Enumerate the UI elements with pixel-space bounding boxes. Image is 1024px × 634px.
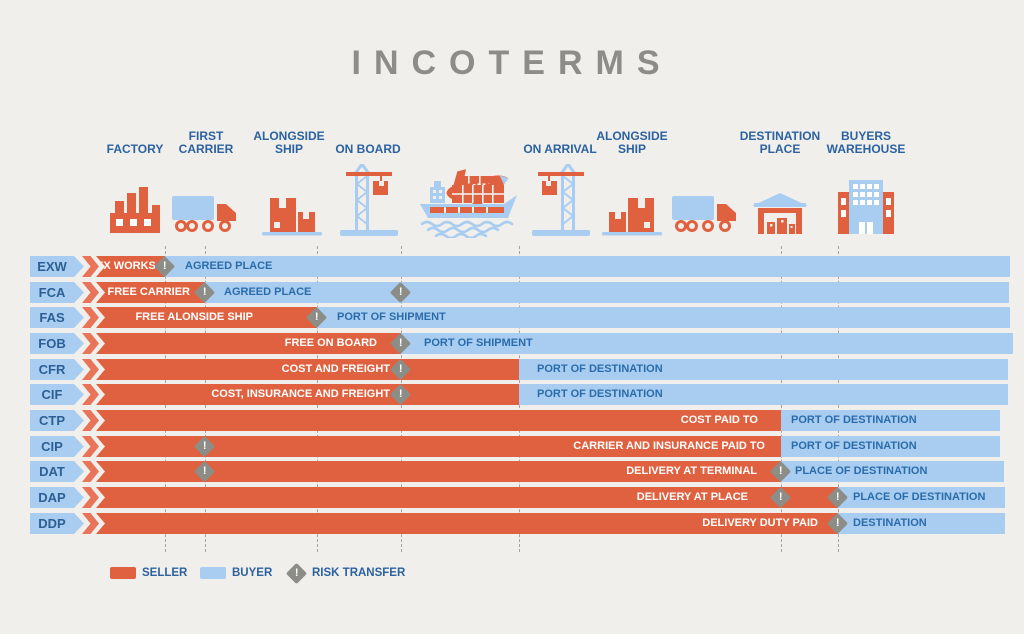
legend-buyer-swatch (200, 567, 226, 579)
seller-bar: DELIVERY DUTY PAID (96, 513, 838, 534)
column-header-first-carrier: FIRST CARRIER (178, 129, 234, 156)
page-title: INCOTERMS (351, 44, 673, 82)
row-label-chip: CIP (30, 436, 84, 457)
legend-risk-label: RISK TRANSFER (312, 567, 406, 579)
seller-bar: COST PAID TO (96, 410, 781, 431)
chevron-icon (82, 359, 99, 380)
warehouse-icon (752, 193, 808, 234)
seller-bar: COST AND FREIGHT (96, 359, 519, 380)
seller-bar: COST, INSURANCE AND FREIGHT (96, 384, 519, 405)
crane-icon (340, 164, 398, 236)
buyer-bar: PLACE OF DESTINATION (781, 461, 1004, 482)
column-header-on-board: ON BOARD (335, 142, 401, 156)
chevron-icon (82, 487, 99, 508)
row-label-chip: FOB (30, 333, 84, 354)
incoterm-row-cip: CIP PORT OF DESTINATION CARRIER AND INSU… (0, 435, 1024, 458)
row-code: DAT (39, 464, 65, 479)
seller-bar: DELIVERY AT PLACE (96, 487, 838, 508)
buyer-bar: DESTINATION (838, 513, 1005, 534)
row-label-chip: CIF (30, 384, 84, 405)
row-code: CIP (41, 439, 63, 454)
buyer-bar: PORT OF SHIPMENT (401, 333, 1013, 354)
factory-icon (110, 187, 160, 233)
row-label-chip: EXW (30, 256, 84, 277)
incoterm-row-dat: DAT PLACE OF DESTINATION DELIVERY AT TER… (0, 460, 1024, 483)
incoterm-row-exw: EXW AGREED PLACE EX WORKS ! (0, 255, 1024, 278)
row-label-chip: FCA (30, 282, 84, 303)
chevron-icon (82, 384, 99, 405)
row-label-chip: DAT (30, 461, 84, 482)
incoterm-row-fob: FOB PORT OF SHIPMENT FREE ON BOARD ! (0, 332, 1024, 355)
legend-seller-label: SELLER (142, 567, 188, 579)
seller-bar: EX WORKS (96, 256, 165, 277)
seller-bar: CARRIER AND INSURANCE PAID TO (96, 436, 781, 457)
chevron-icon (82, 461, 99, 482)
row-code: CIF (41, 387, 63, 402)
building-icon (838, 180, 894, 234)
row-label-chip: CFR (30, 359, 84, 380)
seller-bar: FREE ON BOARD (96, 333, 401, 354)
boxes-icon (262, 198, 322, 236)
chevron-icon (82, 307, 99, 328)
truck-icon (672, 196, 736, 232)
seller-bar: FREE ALONSIDE SHIP (96, 307, 317, 328)
column-header-destination-place: DESTINATION PLACE (739, 129, 821, 156)
incoterm-row-ddp: DDP DESTINATION DELIVERY DUTY PAID ! (0, 512, 1024, 535)
row-code: DDP (38, 516, 66, 531)
chevron-icon (82, 256, 99, 277)
seller-bar: DELIVERY AT TERMINAL (96, 461, 781, 482)
column-header-alongside-ship: ALONGSIDE SHIP (253, 129, 325, 156)
row-code: EXW (37, 259, 67, 274)
incoterm-row-ctp: CTP PORT OF DESTINATION COST PAID TO (0, 410, 1024, 431)
incoterm-row-dap: DAP PLACE OF DESTINATION DELIVERY AT PLA… (0, 486, 1024, 509)
row-label-chip: CTP (30, 410, 84, 431)
column-header-on-arrival: ON ARRIVAL (523, 142, 597, 156)
legend-seller-swatch (110, 567, 136, 579)
incoterm-row-fca: FCA AGREED PLACE FREE CARRIER ! ! (0, 281, 1024, 304)
incoterm-row-cfr: CFR PORT OF DESTINATION COST AND FREIGHT… (0, 358, 1024, 381)
buyer-bar: PORT OF DESTINATION (781, 410, 1000, 431)
row-label-chip: FAS (30, 307, 84, 328)
buyer-bar: PORT OF DESTINATION (519, 359, 1008, 380)
column-header-factory: FACTORY (106, 142, 164, 156)
risk-transfer-icon: ! (285, 562, 308, 585)
row-code: DAP (38, 490, 66, 505)
truck-icon (172, 196, 236, 232)
row-label-chip: DDP (30, 513, 84, 534)
row-label-chip: DAP (30, 487, 84, 508)
chevron-icon (82, 410, 99, 431)
chevron-icon (82, 513, 99, 534)
buyer-bar: PORT OF SHIPMENT (317, 307, 1010, 328)
crane-icon (532, 164, 590, 236)
row-code: CFR (38, 362, 66, 377)
buyer-bar: PLACE OF DESTINATION (838, 487, 1005, 508)
seller-bar: FREE CARRIER (96, 282, 205, 303)
ship-plane-icon (420, 169, 517, 238)
legend-buyer-label: BUYER (232, 567, 273, 579)
buyer-bar: AGREED PLACE (165, 256, 1010, 277)
chevron-icon (82, 436, 99, 457)
incoterm-row-cif: CIF PORT OF DESTINATION COST, INSURANCE … (0, 383, 1024, 406)
column-header-alongside-ship-2: ALONGSIDE SHIP (596, 129, 668, 156)
chevron-icon (82, 282, 99, 303)
buyer-bar: PORT OF DESTINATION (519, 384, 1008, 405)
row-code: FCA (38, 285, 66, 300)
chevron-icon (82, 333, 99, 354)
buyer-bar: AGREED PLACE (205, 282, 1009, 303)
incoterm-row-fas: FAS PORT OF SHIPMENT FREE ALONSIDE SHIP … (0, 306, 1024, 329)
row-code: FOB (38, 336, 66, 351)
buyer-bar: PORT OF DESTINATION (781, 436, 1000, 457)
boxes-icon (602, 198, 662, 236)
row-code: CTP (39, 413, 65, 428)
row-code: FAS (39, 310, 65, 325)
column-header-buyers-warehouse: BUYERS WAREHOUSE (826, 129, 906, 156)
